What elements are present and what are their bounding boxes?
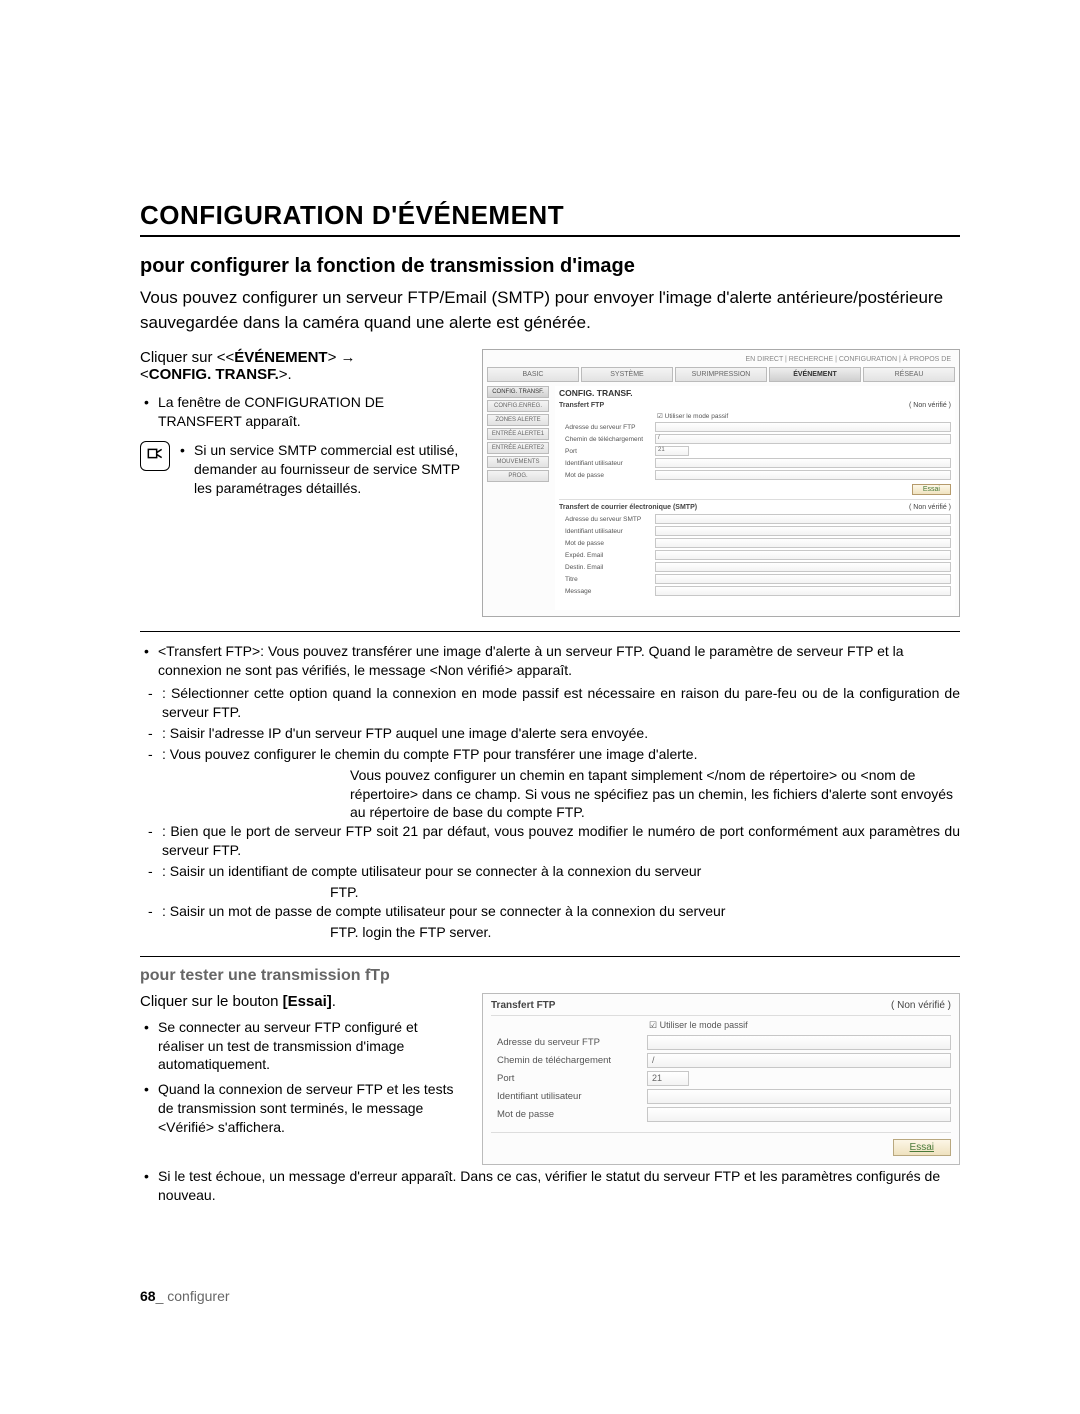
text-input[interactable] bbox=[655, 562, 951, 572]
text-input[interactable] bbox=[647, 1089, 951, 1104]
sidebar-item[interactable]: ENTRÉE ALERTE1 bbox=[487, 428, 549, 440]
def-main-label: <Transfert FTP>: bbox=[158, 643, 264, 659]
lower-bullet: Se connecter au serveur FTP configuré et… bbox=[158, 1018, 460, 1075]
tab-basic[interactable]: BASIC bbox=[487, 367, 579, 382]
text-input[interactable] bbox=[655, 470, 951, 480]
text-input[interactable]: 21 bbox=[655, 446, 689, 456]
smtp-status: ( Non vérifié ) bbox=[909, 504, 951, 511]
lower-line-pre: Cliquer sur le bouton bbox=[140, 993, 283, 1010]
definition-sub: : Saisir l'adresse IP d'un serveur FTP a… bbox=[140, 724, 960, 743]
screenshot-ftp-test: Transfert FTP ( Non vérifié ) ☑ Utiliser… bbox=[482, 993, 960, 1165]
breadcrumb-tag1: ÉVÉNEMENT bbox=[234, 349, 327, 366]
tab-système[interactable]: SYSTÈME bbox=[581, 367, 673, 382]
sidebar-item[interactable]: CONFIG. TRANSF. bbox=[487, 386, 549, 398]
field-label: Chemin de téléchargement bbox=[559, 436, 651, 443]
lower-bullet: Quand la connexion de serveur FTP et les… bbox=[158, 1080, 460, 1137]
essai-button[interactable]: Essai bbox=[912, 484, 951, 495]
sidebar-item[interactable]: ZONES ALERTE bbox=[487, 414, 549, 426]
ftp-title: Transfert FTP bbox=[559, 402, 604, 409]
definition-sub: : Sélectionner cette option quand la con… bbox=[140, 684, 960, 722]
ftp-checkbox[interactable]: ☑ Utiliser le mode passif bbox=[559, 412, 951, 420]
note-icon bbox=[140, 441, 170, 471]
ftp-status: ( Non vérifié ) bbox=[909, 402, 951, 409]
field-label: Port bbox=[559, 448, 651, 455]
field-label: Expéd. Email bbox=[559, 552, 651, 559]
intro-text: Vous pouvez configurer un serveur FTP/Em… bbox=[140, 286, 960, 335]
text-input[interactable]: / bbox=[647, 1053, 951, 1068]
tab-surimpression[interactable]: SURIMPRESSION bbox=[675, 367, 767, 382]
field-label: Identifiant utilisateur bbox=[559, 460, 651, 467]
field-label: Destin. Email bbox=[559, 564, 651, 571]
text-input[interactable] bbox=[655, 574, 951, 584]
footer-sep: _ bbox=[156, 1288, 168, 1304]
definition-sub: : Saisir un identifiant de compte utilis… bbox=[140, 862, 960, 881]
sidebar-item[interactable]: CONFIG.ENREG. bbox=[487, 400, 549, 412]
sidebar-item[interactable]: PROG. bbox=[487, 470, 549, 482]
definition-cont: FTP. login the FTP server. bbox=[140, 923, 960, 942]
text-input[interactable] bbox=[647, 1035, 951, 1050]
definition-sub: : Vous pouvez configurer le chemin du co… bbox=[140, 745, 960, 764]
field-label: Mot de passe bbox=[559, 540, 651, 547]
field-label: Mot de passe bbox=[559, 472, 651, 479]
breadcrumb: Cliquer sur <<ÉVÉNEMENT> → <CONFIG. TRAN… bbox=[140, 349, 460, 383]
text-input[interactable] bbox=[655, 538, 951, 548]
separator bbox=[140, 631, 960, 632]
definition-cont: FTP. bbox=[140, 883, 960, 902]
definition-cont: Vous pouvez configurer un chemin en tapa… bbox=[140, 766, 960, 823]
footer-page-num: 68 bbox=[140, 1288, 156, 1304]
text-input[interactable] bbox=[655, 422, 951, 432]
tab-événement[interactable]: ÉVÉNEMENT bbox=[769, 367, 861, 382]
field-label: Adresse du serveur FTP bbox=[491, 1037, 641, 1048]
left-bullet: La fenêtre de CONFIGURATION DE TRANSFERT… bbox=[158, 393, 460, 431]
panel-title: CONFIG. TRANSF. bbox=[559, 388, 951, 398]
lower-line-post: . bbox=[332, 993, 336, 1010]
field-label: Adresse du serveur SMTP bbox=[559, 516, 651, 523]
lower-line: Cliquer sur le bouton [Essai]. bbox=[140, 993, 460, 1010]
page-footer: 68_ configurer bbox=[140, 1288, 230, 1304]
note-text: Si un service SMTP commercial est utilis… bbox=[194, 441, 460, 498]
sidebar-item[interactable]: ENTRÉE ALERTE2 bbox=[487, 442, 549, 454]
text-input[interactable] bbox=[647, 1107, 951, 1122]
field-label: Identifiant utilisateur bbox=[559, 528, 651, 535]
footer-label: configurer bbox=[167, 1288, 229, 1304]
breadcrumb-mid: > → bbox=[328, 349, 356, 366]
def-main-text: Vous pouvez transférer une image d'alert… bbox=[158, 643, 904, 678]
definition-sub: : Bien que le port de serveur FTP soit 2… bbox=[140, 822, 960, 860]
field-label: Titre bbox=[559, 576, 651, 583]
field-label: Identifiant utilisateur bbox=[491, 1091, 641, 1102]
breadcrumb-suffix: >. bbox=[279, 366, 292, 383]
text-input[interactable] bbox=[655, 550, 951, 560]
text-input[interactable] bbox=[655, 526, 951, 536]
field-label: Message bbox=[559, 588, 651, 595]
screenshot-config-transf: EN DIRECT | RECHERCHE | CONFIGURATION | … bbox=[482, 349, 960, 617]
text-input[interactable]: 21 bbox=[647, 1071, 689, 1086]
field-label: Port bbox=[491, 1073, 641, 1084]
separator2 bbox=[140, 956, 960, 957]
smtp-title: Transfert de courrier électronique (SMTP… bbox=[559, 504, 697, 511]
lower-heading: pour tester une transmission fTp bbox=[140, 967, 960, 985]
page-title: CONFIGURATION D'ÉVÉNEMENT bbox=[140, 200, 960, 237]
field-label: Adresse du serveur FTP bbox=[559, 424, 651, 431]
text-input[interactable]: / bbox=[655, 434, 951, 444]
lower-line-btn: [Essai] bbox=[283, 993, 332, 1010]
text-input[interactable] bbox=[655, 586, 951, 596]
sidebar-item[interactable]: MOUVEMENTS bbox=[487, 456, 549, 468]
lower-bullet: Si le test échoue, un message d'erreur a… bbox=[158, 1167, 960, 1205]
breadcrumb-tag2: CONFIG. TRANSF. bbox=[149, 366, 279, 383]
tab-réseau[interactable]: RÉSEAU bbox=[863, 367, 955, 382]
section-heading: pour configurer la fonction de transmiss… bbox=[140, 255, 960, 278]
breadcrumb-open: < bbox=[140, 366, 149, 383]
shot2-title: Transfert FTP bbox=[491, 1000, 555, 1011]
breadcrumb-prefix: Cliquer sur << bbox=[140, 349, 234, 366]
text-input[interactable] bbox=[655, 514, 951, 524]
shot2-status: ( Non vérifié ) bbox=[891, 1000, 951, 1011]
field-label: Chemin de téléchargement bbox=[491, 1055, 641, 1066]
field-label: Mot de passe bbox=[491, 1109, 641, 1120]
shot-topbar: EN DIRECT | RECHERCHE | CONFIGURATION | … bbox=[487, 354, 955, 365]
definition-sub: : Saisir un mot de passe de compte utili… bbox=[140, 902, 960, 921]
text-input[interactable] bbox=[655, 458, 951, 468]
definitions: <Transfert FTP>: Vous pouvez transférer … bbox=[140, 642, 960, 941]
shot2-checkbox[interactable]: ☑ Utiliser le mode passif bbox=[491, 1020, 951, 1031]
essai-button-2[interactable]: Essai bbox=[893, 1139, 951, 1156]
